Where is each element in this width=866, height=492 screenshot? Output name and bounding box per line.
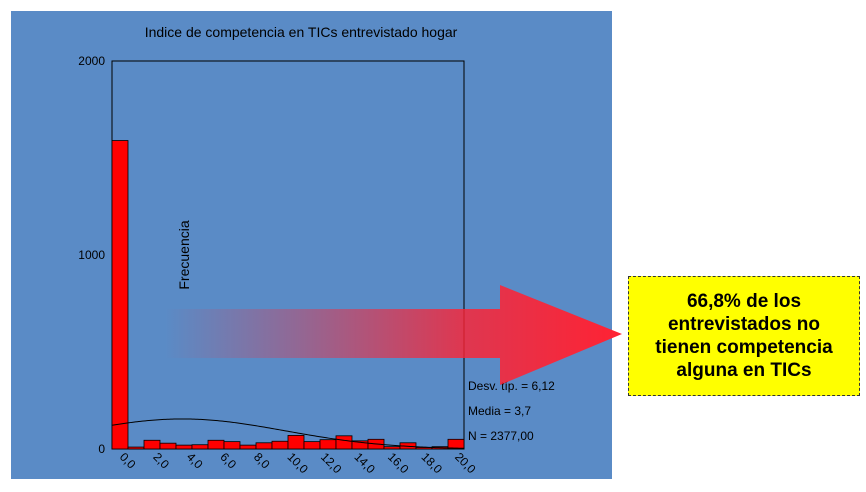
x-tick-label: 4,0: [184, 450, 206, 472]
stat-sd: Desv. típ. = 6,12: [468, 379, 555, 393]
histogram-bar: [191, 444, 209, 450]
histogram-bar: [383, 446, 401, 450]
histogram-bar: [303, 441, 321, 450]
histogram-bar: [111, 140, 129, 450]
histogram-bar: [143, 439, 161, 450]
x-tick-label: 20,0: [452, 450, 479, 477]
stat-n: N = 2377,00: [468, 429, 534, 443]
histogram-bar: [175, 444, 193, 450]
x-tick-label: 18,0: [419, 450, 446, 477]
x-tick-label: 8,0: [251, 450, 273, 472]
histogram-bar: [159, 442, 177, 450]
chart-canvas: Indice de competencia en TICs entrevista…: [78, 24, 555, 477]
histogram-bars: [111, 140, 465, 450]
histogram-bar: [127, 446, 145, 450]
histogram-bar: [271, 440, 289, 450]
histogram-bar: [287, 435, 305, 450]
histogram-bar: [335, 435, 353, 450]
x-tick-label: 16,0: [385, 450, 412, 477]
y-tick-label: 2000: [78, 54, 105, 68]
y-tick-label: 1000: [78, 248, 105, 262]
callout-line-2: entrevistados no: [667, 314, 821, 335]
x-axis-ticks: 0,0 2,0 4,0 6,0 8,0 10,0 12,0 14,0 16,0 18,0 20,0: [117, 450, 479, 477]
y-tick-label: 0: [98, 442, 105, 456]
x-tick-label: 0,0: [117, 450, 139, 472]
normal-curve: [111, 418, 465, 449]
x-tick-label: 14,0: [352, 450, 379, 477]
histogram-bar: [447, 438, 465, 450]
x-tick-label: 12,0: [318, 450, 345, 477]
stats-legend: Desv. típ. = 6,12 Media = 3,7 N = 2377,0…: [468, 379, 555, 443]
y-axis-label: Frecuencia: [176, 220, 192, 289]
plot-area: [111, 60, 465, 450]
x-tick-label: 10,0: [284, 450, 311, 477]
histogram-bar: [207, 439, 225, 450]
histogram-bar: [223, 441, 241, 450]
x-tick-label: 2,0: [150, 450, 172, 472]
histogram-bar: [319, 439, 337, 450]
chart-title: Indice de competencia en TICs entrevista…: [145, 24, 458, 40]
callout-line-3: tienen competencia: [655, 337, 833, 358]
callout-line-4: alguna en TICs: [676, 360, 812, 381]
histogram-bar: [239, 444, 257, 450]
histogram-chart: Indice de competencia en TICs entrevista…: [11, 11, 612, 479]
stat-mean: Media = 3,7: [468, 404, 531, 418]
x-tick-label: 6,0: [217, 450, 239, 472]
y-axis-ticks: 0 1000 2000: [78, 54, 105, 456]
callout-line-1: 66,8% de los: [686, 291, 802, 312]
histogram-bar: [255, 442, 273, 450]
callout-box: 66,8% de los entrevistados no tienen com…: [628, 276, 860, 396]
